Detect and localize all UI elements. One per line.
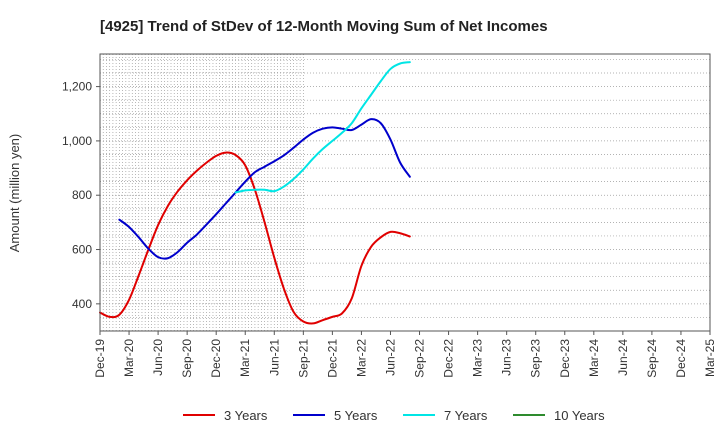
x-tick-label: Mar-20 — [122, 339, 136, 377]
y-tick-label: 1,200 — [62, 80, 92, 94]
x-tick-label: Dec-21 — [325, 339, 339, 378]
x-tick-label: Dec-19 — [93, 339, 107, 378]
legend-label-7-years: 7 Years — [444, 408, 488, 423]
y-axis-label: Amount (million yen) — [7, 134, 22, 253]
chart-title: [4925] Trend of StDev of 12-Month Moving… — [100, 18, 548, 35]
y-tick-label: 400 — [72, 297, 92, 311]
x-tick-label: Mar-25 — [703, 339, 717, 377]
x-tick-label: Mar-24 — [587, 339, 601, 377]
y-axis-ticks: 400 600 800 1,000 1,200 — [62, 80, 100, 311]
x-tick-label: Jun-23 — [500, 339, 514, 376]
x-tick-label: Jun-24 — [616, 339, 630, 376]
x-tick-label: Jun-22 — [383, 339, 397, 376]
legend-label-5-years: 5 Years — [334, 408, 378, 423]
x-tick-label: Mar-23 — [471, 339, 485, 377]
y-tick-label: 800 — [72, 188, 92, 202]
y-tick-label: 1,000 — [62, 134, 92, 148]
x-tick-label: Dec-22 — [442, 339, 456, 378]
series-line-5-years — [118, 118, 411, 260]
x-axis-ticks: Dec-19 Mar-20 Jun-20 Sep-20 Dec-20 Mar-21 Jun-… — [93, 331, 717, 378]
x-tick-label: Mar-22 — [354, 339, 368, 377]
series-lines — [99, 61, 411, 325]
legend-label-3-years: 3 Years — [224, 408, 268, 423]
plot-frame — [99, 53, 711, 332]
legend-label-10-years: 10 Years — [554, 408, 605, 423]
x-tick-label: Sep-21 — [296, 339, 310, 378]
x-tick-label: Sep-23 — [529, 339, 543, 378]
x-tick-label: Dec-24 — [674, 339, 688, 378]
y-tick-label: 600 — [72, 243, 92, 257]
x-tick-label: Sep-24 — [645, 339, 659, 378]
x-tick-label: Dec-23 — [558, 339, 572, 378]
x-tick-label: Jun-21 — [267, 339, 281, 376]
legend: 3 Years 5 Years 7 Years 10 Years — [183, 408, 605, 423]
x-tick-label: Jun-20 — [151, 339, 165, 376]
x-tick-label: Sep-20 — [180, 339, 194, 378]
series-line-7-years — [234, 61, 411, 194]
x-tick-label: Mar-21 — [238, 339, 252, 377]
x-tick-label: Sep-22 — [413, 339, 427, 378]
x-tick-label: Dec-20 — [209, 339, 223, 378]
